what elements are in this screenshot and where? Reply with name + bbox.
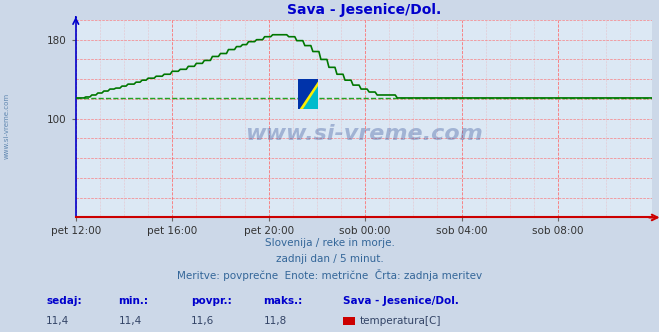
Text: temperatura[C]: temperatura[C] [360,316,442,326]
Text: min.:: min.: [119,296,149,306]
Text: 11,4: 11,4 [46,316,69,326]
Text: zadnji dan / 5 minut.: zadnji dan / 5 minut. [275,254,384,264]
Text: Slovenija / reke in morje.: Slovenija / reke in morje. [264,238,395,248]
Text: 11,6: 11,6 [191,316,214,326]
Text: www.si-vreme.com: www.si-vreme.com [3,93,10,159]
Text: 11,4: 11,4 [119,316,142,326]
Text: sedaj:: sedaj: [46,296,82,306]
Polygon shape [303,86,318,109]
Text: Meritve: povprečne  Enote: metrične  Črta: zadnja meritev: Meritve: povprečne Enote: metrične Črta:… [177,269,482,281]
Text: www.si-vreme.com: www.si-vreme.com [245,124,483,144]
Text: 11,8: 11,8 [264,316,287,326]
Polygon shape [298,79,318,109]
Polygon shape [298,79,318,109]
Text: povpr.:: povpr.: [191,296,232,306]
Text: maks.:: maks.: [264,296,303,306]
Title: Sava - Jesenice/Dol.: Sava - Jesenice/Dol. [287,3,442,17]
Text: Sava - Jesenice/Dol.: Sava - Jesenice/Dol. [343,296,459,306]
